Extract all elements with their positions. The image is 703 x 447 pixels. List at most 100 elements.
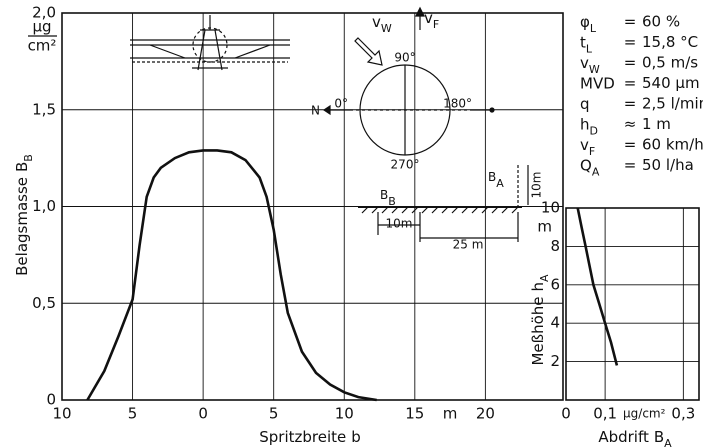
parameter-symbol-part: A xyxy=(592,165,600,178)
parameter-op: = xyxy=(624,13,637,31)
x-tick-label: 10 xyxy=(335,405,354,423)
y-tick-label: 8 xyxy=(550,237,560,255)
plot-frame xyxy=(565,207,700,401)
x-tick-label: 15 xyxy=(405,405,424,423)
parameter-op: = xyxy=(624,74,637,92)
y-tick-label: 0 xyxy=(46,391,56,409)
x-tick-label: 0,1 xyxy=(593,405,617,423)
y-tick-label: 10 xyxy=(541,199,560,217)
y-axis-label-part: A xyxy=(538,274,551,282)
parameter-symbol: hD xyxy=(580,115,598,137)
deposit-label-part: B xyxy=(388,195,396,208)
y-axis-label: Belagsmasse BB xyxy=(13,154,35,276)
y-unit-num: μg xyxy=(32,18,51,36)
angle-label: 90° xyxy=(394,51,415,65)
parameter-symbol: vW xyxy=(580,54,600,76)
offset-label: 10m xyxy=(386,217,413,231)
y-axis-label-part: h xyxy=(529,282,547,292)
x-tick-label: 0,3 xyxy=(671,405,695,423)
parameter-symbol-part: q xyxy=(580,95,590,113)
deposit-label-part: B xyxy=(380,188,388,202)
wind-label-part: v xyxy=(372,13,381,31)
x-tick-label: 5 xyxy=(269,405,279,423)
plot-frame xyxy=(61,12,564,401)
parameter-symbol-part: F xyxy=(589,145,595,158)
parameter-symbol-part: MVD xyxy=(580,74,615,92)
wind-label: vW xyxy=(372,13,392,35)
parameter-value: 60 km/h xyxy=(642,136,703,154)
deposit-label: BB xyxy=(380,188,396,208)
data-line xyxy=(86,149,377,402)
y-tick-label: 2,0 xyxy=(32,4,56,22)
parameter-symbol-part: v xyxy=(580,54,589,72)
x-unit: μg/cm² xyxy=(623,407,666,421)
angle-label: 0° xyxy=(334,97,348,111)
y-tick-label: 2 xyxy=(550,352,560,370)
parameter-symbol-part: v xyxy=(580,136,589,154)
y-axis-label: Meßhöhe hA xyxy=(529,274,551,366)
x-axis-label-part: b xyxy=(351,428,361,446)
y-tick-label: 4 xyxy=(550,314,560,332)
y-axis-label-part: Belagsmasse xyxy=(13,177,31,276)
x-unit: m xyxy=(443,405,458,423)
x-axis-label: Abdrift BA xyxy=(598,428,672,447)
distance-label: 25 m xyxy=(453,238,484,252)
flight-label: vF xyxy=(424,9,439,31)
drift-label: BA xyxy=(488,170,504,190)
field-sketch xyxy=(358,165,529,242)
parameter-op: = xyxy=(624,33,637,51)
parameter-symbol: QA xyxy=(580,156,600,178)
parameter-symbol-part: φ xyxy=(580,13,590,31)
drift-label-part: B xyxy=(488,170,496,184)
parameter-op: = xyxy=(624,54,637,72)
parameter-symbol-part: L xyxy=(590,22,597,35)
airplane-sketch xyxy=(130,15,290,71)
y-tick-label: 1,0 xyxy=(32,197,56,215)
x-axis-label: Spritzbreite b xyxy=(259,428,361,446)
x-axis-label-part: Spritzbreite xyxy=(259,428,346,446)
x-axis-label-part: A xyxy=(664,437,672,447)
y-axis-label-part: B xyxy=(13,162,31,172)
parameter-symbol-part: L xyxy=(586,42,593,55)
x-tick-label: 5 xyxy=(128,405,138,423)
y-axis-label-part: B xyxy=(22,154,35,162)
y-tick-label: 1,5 xyxy=(32,100,56,118)
x-tick-label: 0 xyxy=(561,405,571,423)
parameter-value: 1 m xyxy=(642,115,671,133)
x-tick-label: 0 xyxy=(198,405,208,423)
parameter-value: 50 l/ha xyxy=(642,156,694,174)
north-label: N xyxy=(311,104,320,118)
x-tick-label: 10 xyxy=(52,405,71,423)
parameter-symbol: φL xyxy=(580,13,597,35)
parameter-op: = xyxy=(624,95,637,113)
parameter-symbol: MVD xyxy=(580,74,615,92)
y-unit: m xyxy=(537,218,552,236)
parameter-value: 0,5 m/s xyxy=(642,54,698,72)
parameter-value: 15,8 °C xyxy=(642,33,698,51)
parameter-symbol: tL xyxy=(580,33,593,55)
parameter-value: 540 μm xyxy=(642,74,700,92)
x-axis-label-part: B xyxy=(654,428,664,446)
wind-rose xyxy=(322,6,495,156)
parameter-symbol-part: Q xyxy=(580,156,592,174)
angle-label: 180° xyxy=(443,97,472,111)
parameter-op: = xyxy=(624,156,637,174)
angle-label: 270° xyxy=(391,158,420,172)
wind-label-part: W xyxy=(381,22,392,35)
x-tick-label: 20 xyxy=(476,405,495,423)
parameter-symbol-part: D xyxy=(590,124,598,137)
y-tick-label: 6 xyxy=(550,275,560,293)
x-axis-label-part: Abdrift xyxy=(598,428,649,446)
parameter-value: 2,5 l/min xyxy=(642,95,703,113)
parameter-symbol: vF xyxy=(580,136,595,158)
y-unit-den: cm² xyxy=(28,37,57,55)
parameter-symbol-part: h xyxy=(580,115,590,133)
parameter-symbol-part: t xyxy=(580,33,586,51)
parameter-symbol: q xyxy=(580,95,590,113)
drift-label-part: A xyxy=(496,177,504,190)
y-tick-label: 0,5 xyxy=(32,294,56,312)
parameter-op: = xyxy=(624,136,637,154)
parameter-symbol-part: W xyxy=(589,63,600,76)
parameter-op: ≈ xyxy=(624,115,637,133)
